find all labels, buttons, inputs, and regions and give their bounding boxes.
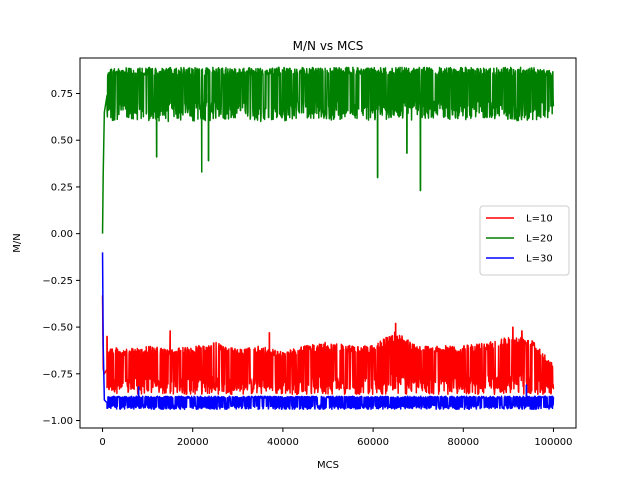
x-tick-label: 60000 (357, 437, 389, 448)
legend-label: L=30 (526, 254, 553, 265)
x-tick-label: 20000 (177, 437, 209, 448)
x-axis: 0 20000 40000 60000 80000 100000 (99, 428, 573, 448)
series-layer (101, 66, 555, 411)
x-tick-label: 100000 (534, 437, 572, 448)
chart-title: M/N vs MCS (293, 39, 364, 53)
legend-box (479, 205, 570, 276)
y-tick-label: −0.25 (42, 276, 73, 287)
legend-label: L=10 (526, 214, 553, 225)
series-line (101, 252, 555, 411)
y-axis-label: M/N (12, 233, 23, 252)
plot-frame (79, 57, 577, 429)
y-tick-label: 0.25 (51, 182, 73, 193)
x-tick-label: 0 (99, 437, 105, 448)
series-l-20 (101, 66, 555, 234)
x-axis-label: MCS (317, 460, 339, 471)
x-tick-label: 40000 (267, 437, 299, 448)
y-tick-label: 0.00 (51, 229, 73, 240)
legend: L=10 L=20 L=30 (479, 205, 570, 276)
legend-label: L=20 (526, 234, 553, 245)
x-tick-label: 80000 (447, 437, 479, 448)
series-l-30 (101, 252, 555, 411)
series-line (101, 295, 555, 396)
y-tick-label: 0.50 (51, 136, 73, 147)
series-line (101, 66, 555, 234)
y-axis: −1.00 −0.75 −0.50 −0.25 0.00 0.25 0.50 0.75 (42, 89, 80, 427)
legend-items: L=10 L=20 L=30 (486, 214, 553, 265)
y-tick-label: 0.75 (51, 89, 73, 100)
y-tick-label: −0.75 (42, 369, 73, 380)
y-tick-label: −0.50 (42, 323, 73, 334)
y-tick-label: −1.00 (42, 416, 73, 427)
plot-area (101, 66, 555, 411)
series-l-10 (101, 295, 555, 396)
